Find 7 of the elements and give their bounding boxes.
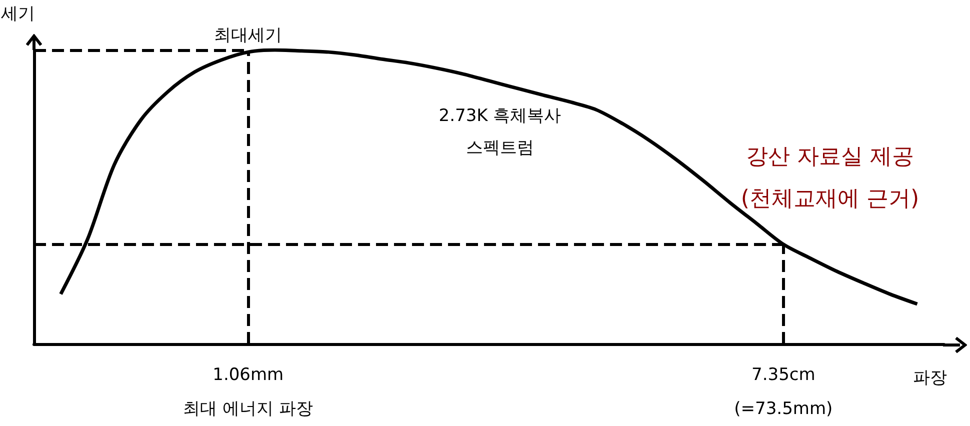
x-tick-label: 1.06mm 최대 에너지 파장 bbox=[183, 365, 314, 419]
annotation: 강산 자료실 제공 (천체교재에 근거) bbox=[740, 144, 920, 212]
x-tick-label: 7.35cm (=73.5mm) bbox=[734, 365, 833, 419]
x-axis-title: 파장 bbox=[913, 368, 947, 388]
annotation: 2.73K 흑체복사 스펙트럼 bbox=[438, 106, 562, 158]
y-axis-title: 세기 bbox=[1, 4, 35, 24]
annotation: 최대세기 bbox=[214, 26, 282, 46]
